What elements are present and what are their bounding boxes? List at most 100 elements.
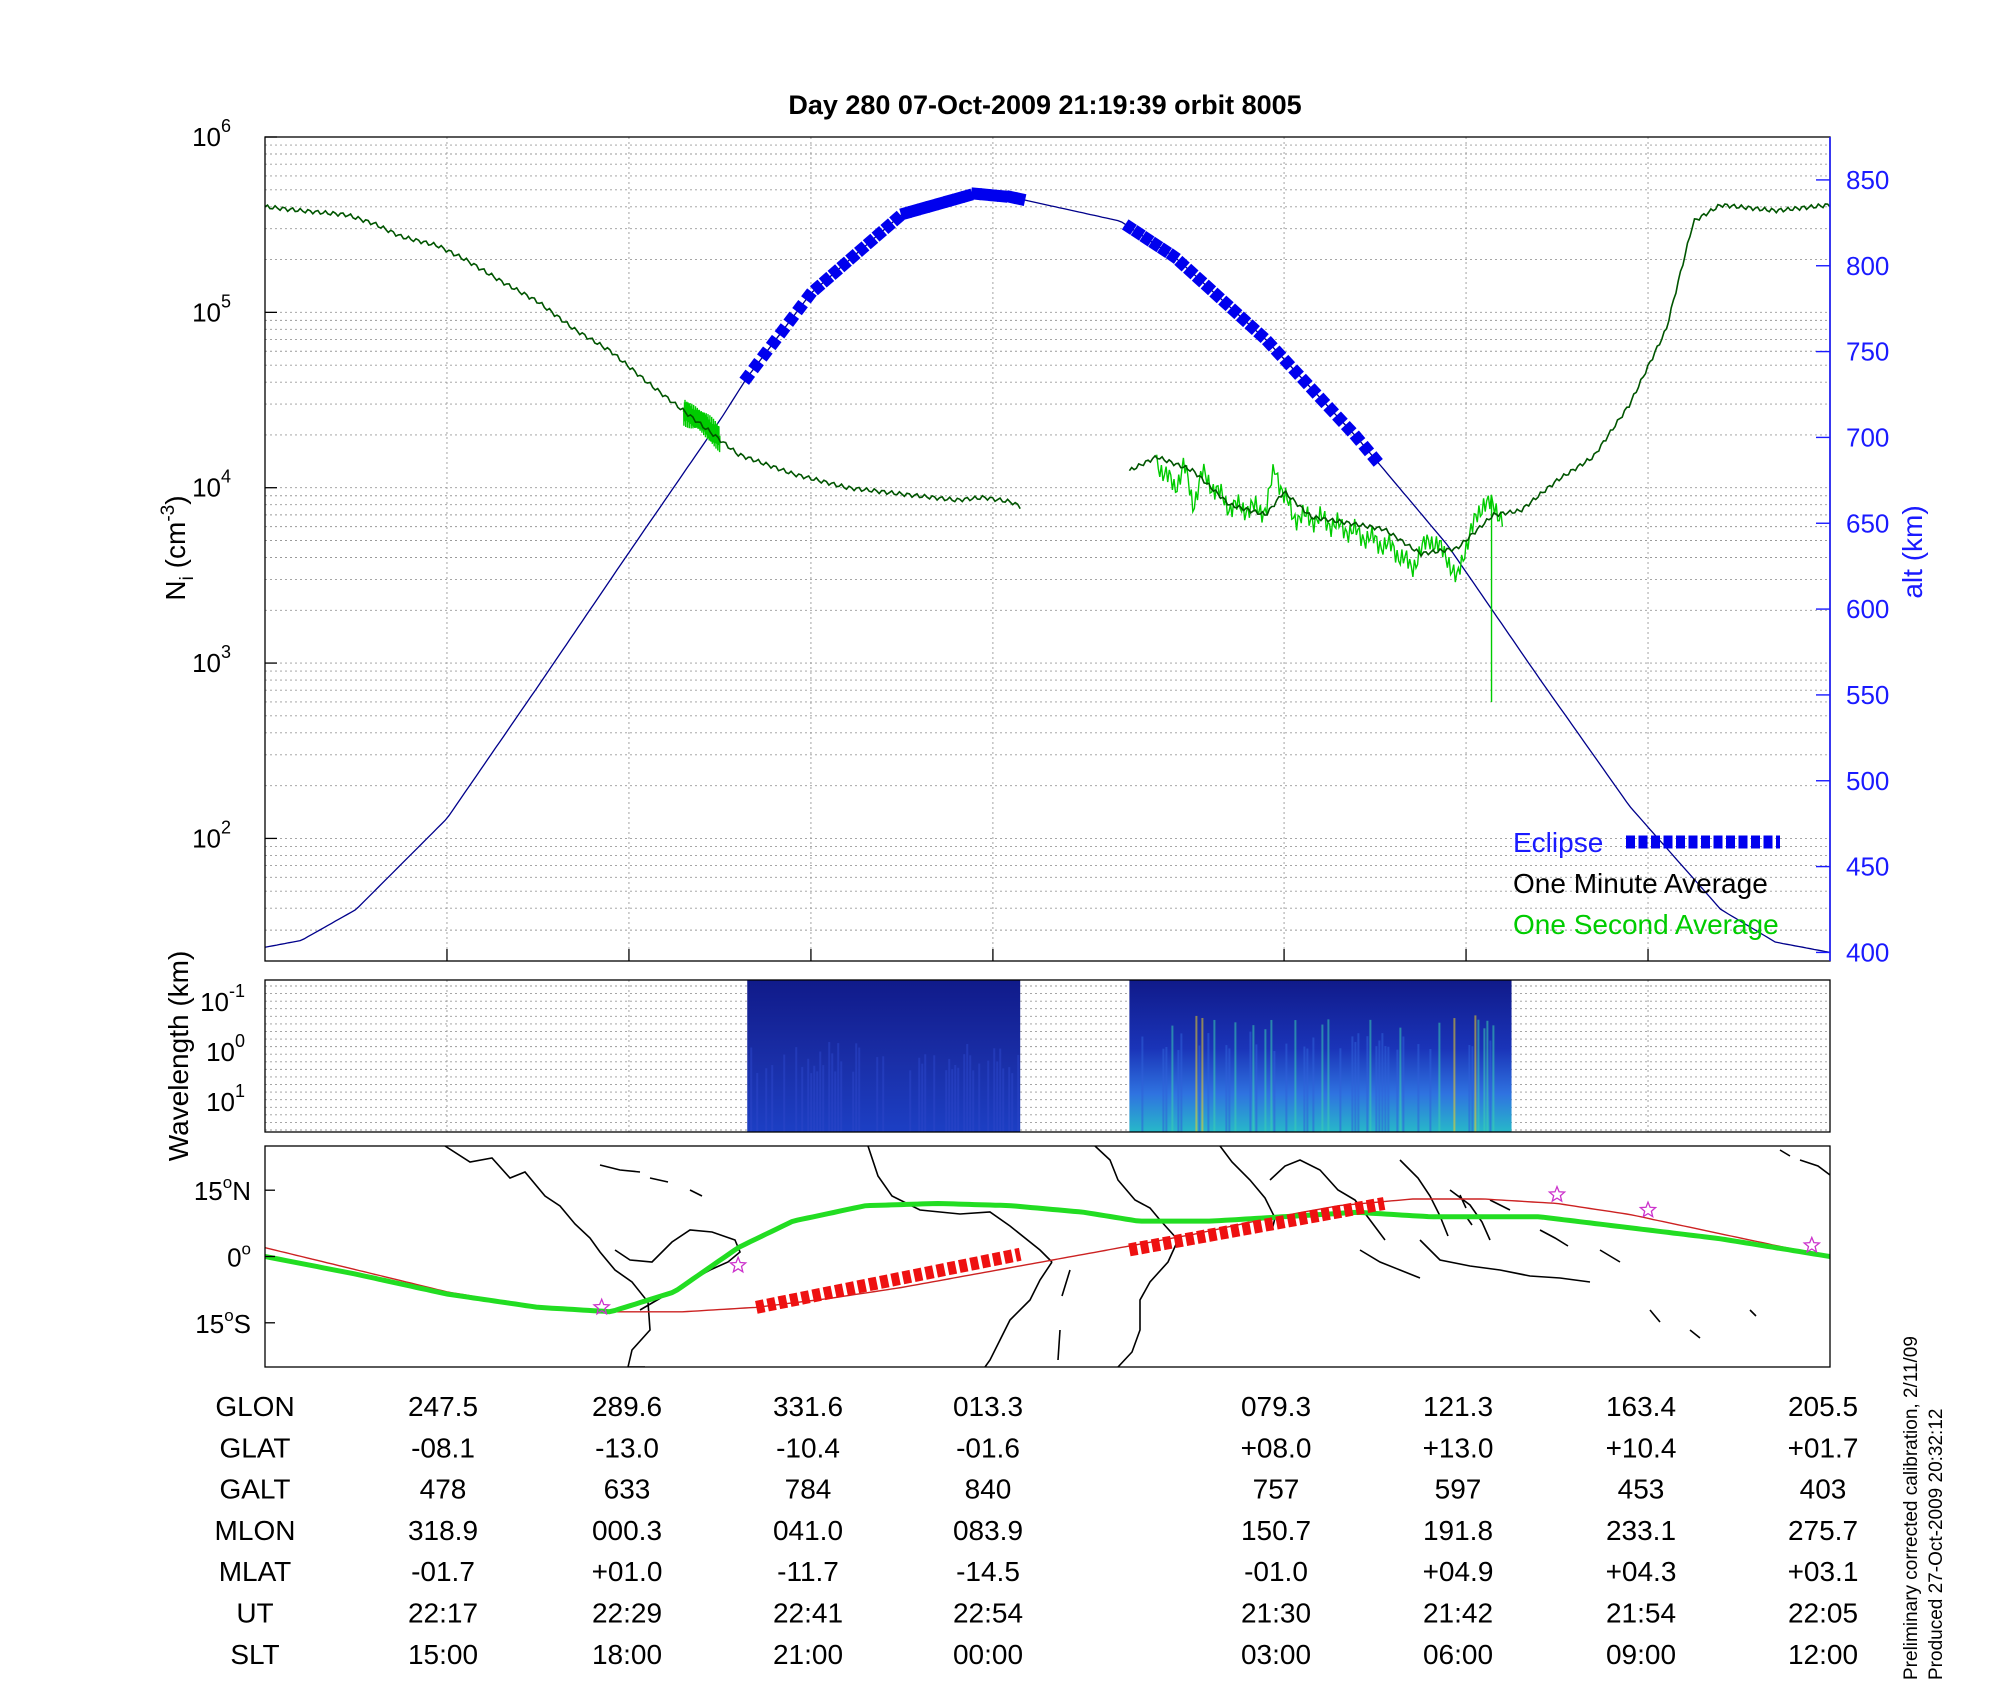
eclipse-marker [1358, 440, 1375, 457]
ephemeris-cell: 22:05 [1788, 1598, 1858, 1629]
eclipse-marker [952, 191, 966, 206]
spectrogram-streak [966, 1044, 969, 1132]
eclipse-marker [988, 189, 1000, 202]
ephemeris-cell: -01.6 [956, 1432, 1020, 1463]
spectrogram-streak [1387, 1046, 1390, 1132]
spectrogram-streak [1011, 1073, 1014, 1132]
spectrogram-tick-base: 10 [206, 1037, 235, 1067]
spectrogram-streak [1429, 1048, 1432, 1132]
spectrogram-streak [1417, 1044, 1420, 1132]
eclipse-marker [925, 198, 939, 213]
eclipse-marker [1226, 303, 1243, 320]
eclipse-marker [1349, 430, 1366, 446]
eclipse-marker [934, 196, 948, 211]
orbit-track-line [265, 1198, 1830, 1313]
eclipse-marker [818, 271, 835, 288]
left-tick-base: 10 [192, 297, 221, 327]
spectrogram-streak [795, 1047, 798, 1132]
eclipse-marker [1148, 236, 1164, 253]
spectrogram-streak [1477, 1019, 1480, 1132]
spectrogram-streak [1162, 1048, 1165, 1132]
star-marker [1802, 1235, 1822, 1254]
ephemeris-cell: 18:00 [592, 1639, 662, 1670]
spectrogram-streak [963, 1054, 966, 1132]
eclipse-marker [827, 264, 843, 280]
spectrogram-streak [1378, 1040, 1381, 1132]
spectrogram-streak [1285, 1043, 1288, 1132]
left-axis-label: Ni (cm-3) [158, 495, 198, 600]
eclipse-marker [943, 193, 957, 208]
spectrogram-streak [1306, 1048, 1309, 1132]
coastline-islands [1459, 1149, 1830, 1339]
ephemeris-row-label: MLON [215, 1515, 296, 1546]
measured-track-line [265, 1200, 1830, 1315]
eclipse-marker [757, 346, 773, 362]
ephemeris-cell: -10.4 [776, 1432, 840, 1463]
ephemeris-cell: 12:00 [1788, 1639, 1858, 1670]
eclipse-marker [899, 206, 913, 221]
svg-text:Ni (cm-3): Ni (cm-3) [158, 495, 198, 600]
map-tick-degrees: 15 [195, 1309, 224, 1339]
eclipse-marker [862, 233, 879, 250]
eclipse-marker [774, 323, 791, 339]
eclipse-marker [970, 187, 982, 201]
spectrogram-axis-label: Wavelength (km) [163, 951, 194, 1162]
coastline-africa [867, 1146, 1179, 1367]
coastline-asia [1219, 1146, 1621, 1283]
ephemeris-cell: 083.9 [953, 1515, 1023, 1546]
spectrogram-streak [1008, 1067, 1011, 1132]
left-tick-label: 106 [192, 116, 231, 152]
ephemeris-cell: -14.5 [956, 1556, 1020, 1587]
eclipse-marker [1253, 327, 1269, 343]
spectrogram-streak [1255, 1044, 1258, 1132]
spectrogram-streak [813, 1065, 816, 1132]
top-minor-grid [265, 144, 1830, 962]
spectrogram-streak [831, 1053, 834, 1132]
spectrogram-streak [954, 1064, 957, 1132]
eclipse-marker [1183, 263, 1199, 280]
spectrogram-streak [978, 1063, 981, 1132]
spectrogram-streak [756, 1072, 759, 1132]
eclipse-marker [1340, 420, 1357, 437]
footer-notes: Preliminary corrected calibration, 2/11/… [1901, 1336, 1947, 1680]
eclipse-marker [783, 311, 800, 327]
right-axis-label: alt (km) [1897, 505, 1928, 598]
spectrogram-streak [1438, 1022, 1441, 1132]
spectrogram-streak [837, 1043, 840, 1132]
spectrogram-streak [924, 1054, 927, 1132]
eclipse-marker [1014, 192, 1027, 207]
ephemeris-cell: +03.1 [1788, 1556, 1859, 1587]
spectrogram-streak [822, 1065, 825, 1132]
spectrogram-streak [1402, 1036, 1405, 1132]
ephemeris-cell: +01.7 [1788, 1432, 1859, 1463]
map-tick-label: 0o [227, 1240, 251, 1273]
spectrogram-streak [1252, 1025, 1255, 1132]
spectrogram-streak [819, 1051, 822, 1132]
spectrogram-streak [951, 1069, 954, 1132]
spectrogram-streak [1399, 1027, 1402, 1132]
spectrogram-tick-base: 10 [200, 987, 229, 1017]
spectrogram-streak [1294, 1020, 1297, 1132]
left-tick-exponent: 4 [221, 467, 231, 487]
spectrogram-streak [969, 1055, 972, 1132]
map-tick-degree-sign: o [223, 1173, 232, 1192]
ephemeris-cell: 15:00 [408, 1639, 478, 1670]
ephemeris-cell: 013.3 [953, 1391, 1023, 1422]
left-tick-label: 105 [192, 291, 231, 327]
right-tick-label: 650 [1846, 508, 1889, 538]
left-tick-exponent: 5 [221, 291, 231, 311]
spectrogram-streak [1213, 1019, 1216, 1132]
spectrogram-streak [1303, 1046, 1306, 1132]
spectrogram-streak [1207, 1033, 1210, 1132]
altitude-line [265, 193, 1830, 954]
ephemeris-cell: 21:42 [1423, 1598, 1493, 1629]
eclipse-marker [1297, 373, 1313, 390]
spectrogram-tick-exponent: -1 [229, 981, 245, 1001]
ephemeris-cell: 09:00 [1606, 1639, 1676, 1670]
ephemeris-cell: 275.7 [1788, 1515, 1858, 1546]
ephemeris-cell: 403 [1800, 1474, 1847, 1505]
right-tick-label: 750 [1846, 337, 1889, 367]
ephemeris-cell: 22:17 [408, 1598, 478, 1629]
ephemeris-cell: 150.7 [1241, 1515, 1311, 1546]
